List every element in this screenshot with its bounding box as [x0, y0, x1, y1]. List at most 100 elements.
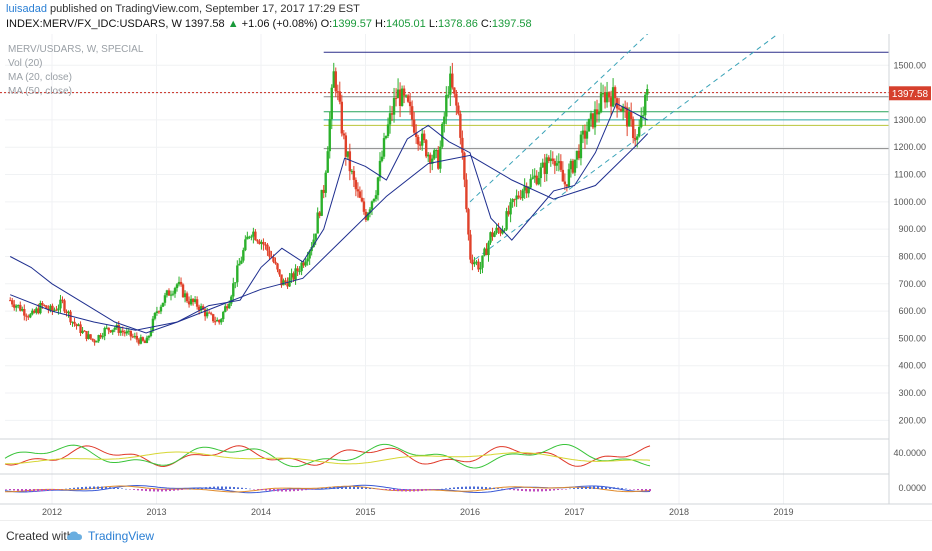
price-tick-label: 900.00: [898, 224, 926, 234]
candle-body: [35, 308, 38, 313]
candle-body: [569, 160, 573, 170]
macd-histogram-bar: [29, 489, 31, 492]
grid-lines: [5, 34, 889, 504]
price-badge-text: 1397.58: [892, 89, 929, 100]
candle-body: [597, 112, 601, 115]
candle-body: [320, 189, 323, 216]
macd-histogram-bar: [153, 489, 155, 492]
macd-histogram-bar: [613, 487, 615, 489]
candle-body: [577, 150, 581, 159]
candle-body: [533, 175, 536, 178]
channel-line: [474, 29, 784, 260]
candle-body: [515, 195, 518, 200]
candle-body: [123, 332, 126, 334]
candle-body: [493, 232, 496, 237]
tradingview-cloud-icon: [67, 531, 82, 540]
candle-body: [292, 273, 295, 280]
candle-body: [240, 260, 243, 264]
candle-body: [117, 324, 120, 333]
macd-histogram-bar: [557, 489, 559, 491]
macd-histogram-bar: [569, 488, 571, 490]
macd-histogram-bar: [433, 489, 435, 490]
macd-histogram-bar: [589, 486, 591, 489]
candle-body: [312, 239, 315, 248]
macd-histogram-bar: [13, 489, 15, 491]
candle-body: [318, 212, 321, 216]
candle-body: [350, 170, 354, 172]
candle-body: [87, 334, 90, 339]
candle-body: [163, 295, 167, 303]
author-link[interactable]: luisadad: [6, 3, 47, 15]
candle-body: [308, 251, 311, 259]
candle-body: [585, 131, 589, 139]
candle-body: [149, 331, 153, 336]
candle-body: [131, 336, 135, 338]
candle-body: [316, 212, 319, 234]
macd-histogram-bar: [541, 489, 543, 492]
candle-body: [491, 232, 494, 237]
candle-body: [589, 113, 593, 119]
candle-body: [469, 234, 472, 260]
candle-body: [551, 158, 555, 161]
macd-histogram-bar: [105, 486, 107, 489]
macd-histogram-bar: [161, 489, 163, 492]
chart-area[interactable]: 1500.001400.001300.001200.001100.001000.…: [0, 0, 932, 520]
tradingview-brand[interactable]: TradingView: [88, 529, 155, 543]
footer: Created with TradingView: [0, 520, 932, 551]
candle-body: [103, 328, 106, 337]
macd-histogram-bar: [497, 488, 499, 489]
candle-body: [388, 113, 392, 125]
macd-histogram-bar: [609, 486, 611, 489]
candle-body: [422, 133, 426, 141]
candle-body: [537, 178, 540, 185]
macd-histogram-bar: [545, 489, 547, 492]
candle-body: [234, 282, 237, 284]
macd-histogram-bar: [229, 486, 231, 489]
macd-histogram-bar: [117, 487, 119, 489]
candle-body: [631, 119, 635, 139]
candle-body: [410, 106, 414, 120]
candle-body: [547, 157, 550, 162]
symbol-name: INDEX:MERV/FX_IDC:USDARS, W: [6, 18, 182, 30]
candle-body: [330, 87, 333, 120]
change-arrow-icon: ▲: [227, 18, 239, 30]
candle-body: [85, 331, 88, 339]
macd-histogram-bar: [577, 487, 579, 489]
candle-body: [294, 268, 297, 280]
candle-body: [125, 331, 128, 334]
macd-histogram-bar: [341, 486, 343, 489]
candle-body: [43, 305, 46, 307]
candle-body: [527, 187, 530, 194]
price-chart[interactable]: 1500.001400.001300.001200.001100.001000.…: [0, 0, 932, 520]
candle-body: [467, 209, 470, 235]
candle-body: [519, 197, 522, 199]
candle-body: [461, 137, 464, 153]
candle-body: [236, 265, 239, 283]
candle-body: [445, 95, 448, 117]
candle-body: [133, 335, 137, 337]
high-value: 1405.01: [386, 18, 426, 30]
candle-body: [314, 233, 317, 240]
candle-body: [63, 300, 66, 312]
macd-histogram-bar: [397, 489, 399, 492]
candle-body: [77, 324, 80, 327]
macd-histogram-bar: [629, 489, 631, 490]
candle-body: [511, 199, 514, 203]
candle-body: [567, 169, 571, 187]
candle-body: [563, 181, 567, 185]
macd-histogram-bar: [225, 486, 227, 489]
macd-histogram-bar: [209, 486, 211, 489]
candle-body: [328, 119, 331, 152]
candle-body: [272, 257, 275, 262]
candle-body: [591, 113, 595, 128]
candle-body: [354, 179, 358, 190]
time-axis[interactable]: 2012 2013 2014 2015 2016 2017 2018 2019: [0, 503, 932, 517]
candle-body: [370, 201, 374, 210]
time-tick-label: 2012: [42, 507, 62, 517]
macd-histogram-bar: [549, 489, 551, 491]
macd-histogram-bar: [181, 489, 183, 490]
macd-histogram-bar: [473, 486, 475, 489]
candle-body: [151, 318, 155, 332]
candle-body: [29, 314, 32, 318]
time-tick-label: 2016: [460, 507, 480, 517]
